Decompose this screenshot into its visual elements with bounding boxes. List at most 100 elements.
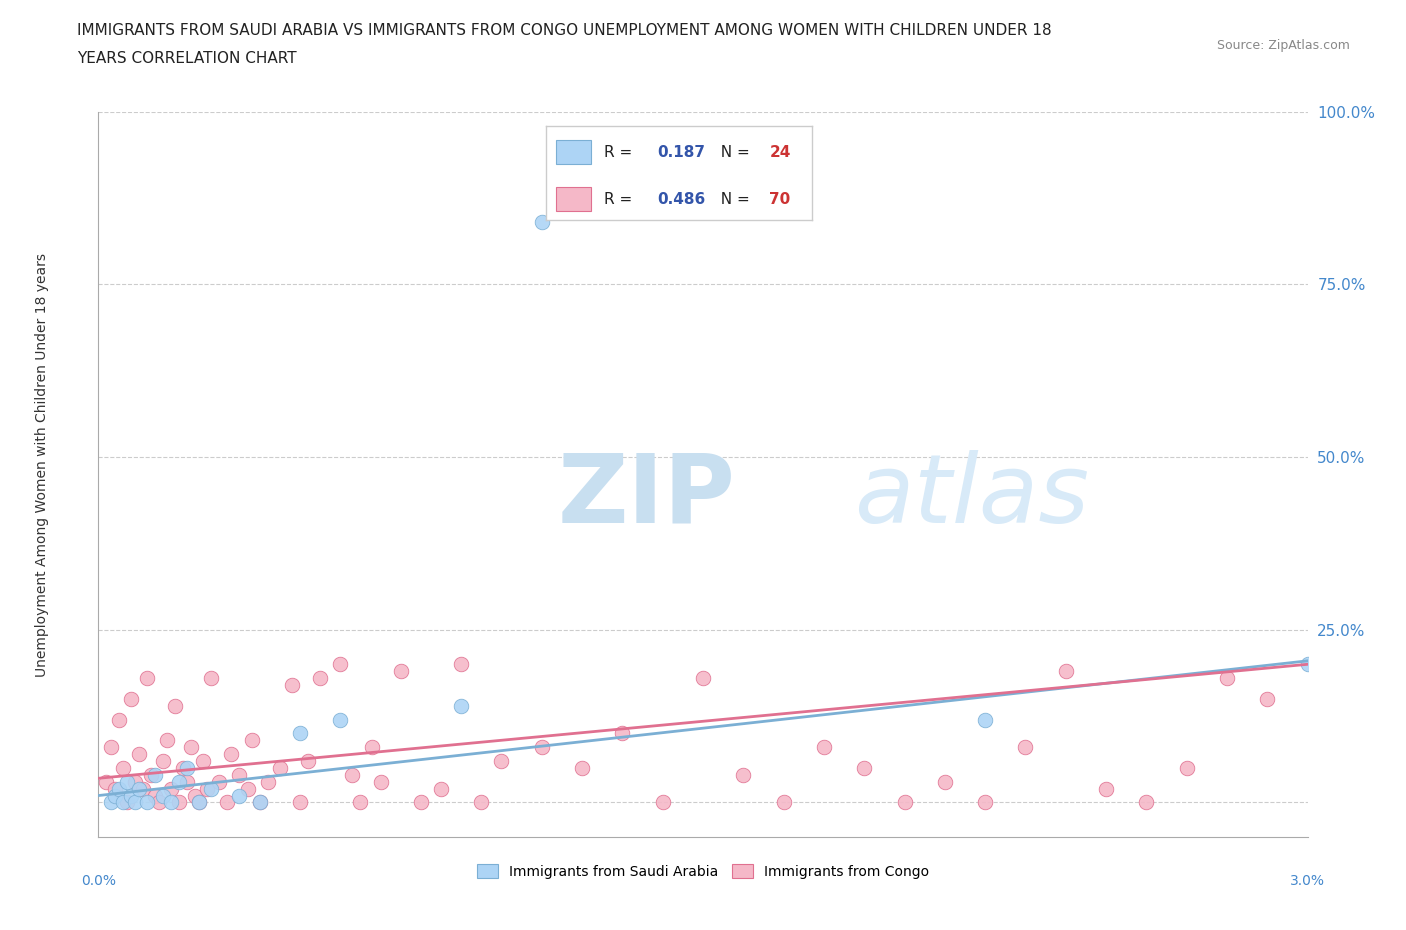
Point (297, 753, 319, 768)
Point (530, 739, 553, 754)
Point (974, 795, 997, 810)
Point (152, 788, 174, 803)
Point (733, 767, 755, 782)
Text: 3.0%: 3.0% (1289, 874, 1324, 888)
Point (329, 712, 352, 727)
Point (180, 739, 202, 754)
Point (135, 795, 157, 810)
Point (309, 671, 332, 685)
Point (188, 795, 211, 810)
Point (176, 775, 198, 790)
Point (143, 767, 166, 782)
Point (1296, 657, 1319, 671)
Point (156, 733, 179, 748)
Point (1054, 664, 1077, 679)
Point (240, 733, 263, 748)
Point (128, 747, 150, 762)
Text: YEARS CORRELATION CHART: YEARS CORRELATION CHART (77, 51, 297, 66)
Legend: Immigrants from Saudi Arabia, Immigrants from Congo: Immigrants from Saudi Arabia, Immigrants… (471, 858, 935, 884)
Point (115, 795, 138, 810)
Point (100, 739, 122, 754)
Point (1014, 739, 1036, 754)
Point (249, 795, 271, 810)
Point (1256, 691, 1278, 706)
Point (288, 726, 311, 741)
Point (103, 781, 125, 796)
Text: IMMIGRANTS FROM SAUDI ARABIA VS IMMIGRANTS FROM CONGO UNEMPLOYMENT AMONG WOMEN W: IMMIGRANTS FROM SAUDI ARABIA VS IMMIGRAN… (77, 23, 1052, 38)
Point (491, 753, 513, 768)
Point (1095, 781, 1118, 796)
Point (124, 795, 146, 810)
Point (1135, 795, 1157, 810)
Point (111, 795, 134, 810)
Point (148, 795, 170, 810)
Point (184, 788, 207, 803)
Point (176, 761, 198, 776)
Point (772, 795, 794, 810)
Text: ZIP: ZIP (558, 449, 735, 542)
Point (172, 761, 194, 776)
Point (288, 795, 311, 810)
Point (143, 788, 166, 803)
Point (120, 788, 142, 803)
Point (217, 795, 239, 810)
Point (200, 781, 222, 796)
Point (256, 775, 278, 790)
Point (813, 739, 835, 754)
Point (430, 781, 453, 796)
Point (470, 795, 492, 810)
Point (342, 767, 364, 782)
Point (103, 788, 125, 803)
Point (853, 761, 876, 776)
Point (269, 761, 291, 776)
Point (450, 698, 472, 713)
Point (329, 657, 352, 671)
Point (160, 795, 183, 810)
Point (200, 671, 222, 685)
Point (160, 781, 183, 796)
Point (111, 761, 134, 776)
Point (651, 795, 673, 810)
Point (361, 739, 384, 754)
Point (135, 671, 157, 685)
Point (96, 775, 118, 790)
Point (692, 671, 714, 685)
Point (115, 775, 138, 790)
Point (221, 747, 243, 762)
Point (124, 775, 146, 790)
Point (128, 781, 150, 796)
Point (236, 781, 259, 796)
Point (450, 657, 472, 671)
Point (139, 767, 162, 782)
Point (1216, 671, 1239, 685)
Point (389, 664, 412, 679)
Point (193, 753, 215, 768)
Point (1175, 761, 1198, 776)
Text: 0.0%: 0.0% (82, 874, 117, 888)
Point (893, 795, 915, 810)
Point (120, 691, 142, 706)
Point (188, 795, 211, 810)
Point (107, 781, 129, 796)
Point (409, 795, 432, 810)
Point (974, 712, 997, 727)
Point (195, 781, 218, 796)
Point (228, 767, 250, 782)
Text: Unemployment Among Women with Children Under 18 years: Unemployment Among Women with Children U… (35, 253, 49, 677)
Point (281, 678, 304, 693)
Point (249, 795, 271, 810)
Point (370, 775, 392, 790)
Text: atlas: atlas (855, 449, 1090, 542)
Text: Source: ZipAtlas.com: Source: ZipAtlas.com (1216, 39, 1350, 52)
Point (228, 788, 250, 803)
Point (107, 712, 129, 727)
Point (571, 761, 593, 776)
Point (152, 753, 174, 768)
Point (208, 775, 231, 790)
Point (100, 795, 122, 810)
Point (349, 795, 371, 810)
Point (167, 795, 190, 810)
Point (132, 781, 155, 796)
Point (163, 698, 186, 713)
Point (530, 215, 553, 230)
